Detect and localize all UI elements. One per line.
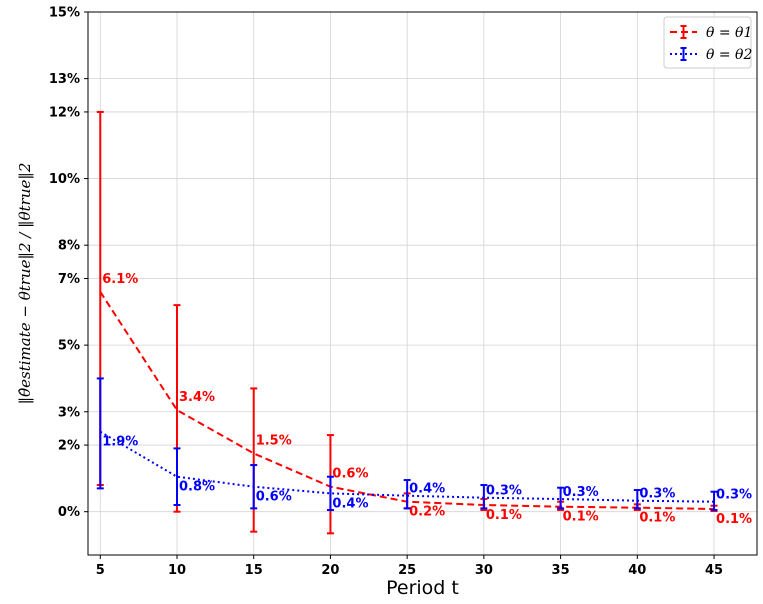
- data-label: 0.3%: [716, 488, 752, 503]
- legend-item: θ = θ2: [670, 47, 752, 63]
- data-label: 0.3%: [639, 487, 675, 502]
- x-axis-title: Period t: [386, 577, 459, 599]
- y-tick-label: 2%: [58, 439, 80, 454]
- data-label: 1.9%: [102, 435, 138, 450]
- x-tick-label: 20: [321, 563, 339, 578]
- plot-frame: [87, 11, 758, 556]
- x-tick-label: 10: [168, 563, 186, 578]
- data-label: 0.8%: [179, 480, 215, 495]
- data-label: 0.3%: [563, 485, 599, 500]
- grid: [88, 11, 757, 555]
- x-tick-label: 25: [398, 563, 416, 578]
- data-label: 0.1%: [716, 512, 752, 527]
- x-tick-label: 5: [96, 563, 105, 578]
- y-axis-title-text: ‖θ̂estimate − θtrue‖2 / ‖θtrue‖2: [16, 163, 34, 405]
- ticks: 0% 2% 3% 5% 7% 8% 10% 12% 13% 15% 5 10 15 20 25 30 35 40 4…: [49, 6, 723, 579]
- y-axis-title: ‖θ̂estimate − θtrue‖2 / ‖θtrue‖2: [16, 163, 34, 405]
- data-label: 1.5%: [256, 433, 292, 448]
- x-tick-label: 45: [705, 563, 723, 578]
- y-tick-label: 8%: [58, 239, 80, 254]
- x-tick-label: 40: [628, 563, 646, 578]
- legend-label: θ = θ2: [706, 47, 752, 63]
- data-label: 0.6%: [256, 490, 292, 505]
- y-tick-label: 10%: [49, 172, 80, 187]
- data-label: 0.2%: [409, 505, 445, 520]
- y-tick-label: 3%: [58, 405, 80, 420]
- data-label: 0.1%: [639, 511, 675, 526]
- x-tick-label: 15: [245, 563, 263, 578]
- legend-item: θ = θ1: [670, 25, 752, 41]
- x-tick-label: 35: [552, 563, 570, 578]
- y-tick-label: 0%: [58, 505, 80, 520]
- data-label: 0.6%: [332, 467, 368, 482]
- data-label: 0.1%: [486, 508, 522, 523]
- data-label: 0.1%: [563, 510, 599, 525]
- data-label: 0.3%: [486, 484, 522, 499]
- series-layer: 6.1%3.4%1.5%0.6%0.2% 0.1% 0.1% 0.1% 0.1%1.9%…: [96, 110, 752, 535]
- data-label: 0.4%: [409, 482, 445, 497]
- legend: θ = θ1 θ = θ2: [663, 16, 752, 69]
- y-tick-label: 13%: [49, 72, 80, 87]
- series-2: 1.9% 0.8% 0.6% 0.4% 0.4% 0.3% 0.3% 0.3% 0.3%: [96, 377, 752, 511]
- x-tick-label: 30: [475, 563, 493, 578]
- legend-box: [663, 16, 752, 69]
- y-tick-label: 12%: [49, 105, 80, 120]
- data-label: 6.1%: [102, 272, 138, 287]
- y-tick-label: 5%: [58, 339, 80, 354]
- series-1: 6.1% 3.4% 1.5% 0.6% 0.2% 0.1% 0.1% 0.1% 0.1%: [96, 110, 752, 535]
- data-label: 0.4%: [332, 496, 368, 511]
- y-tick-label: 15%: [49, 6, 80, 21]
- y-tick-label: 7%: [58, 272, 80, 287]
- series-line: [99, 430, 715, 503]
- data-label: 3.4%: [179, 390, 215, 405]
- legend-label: θ = θ1: [706, 25, 752, 41]
